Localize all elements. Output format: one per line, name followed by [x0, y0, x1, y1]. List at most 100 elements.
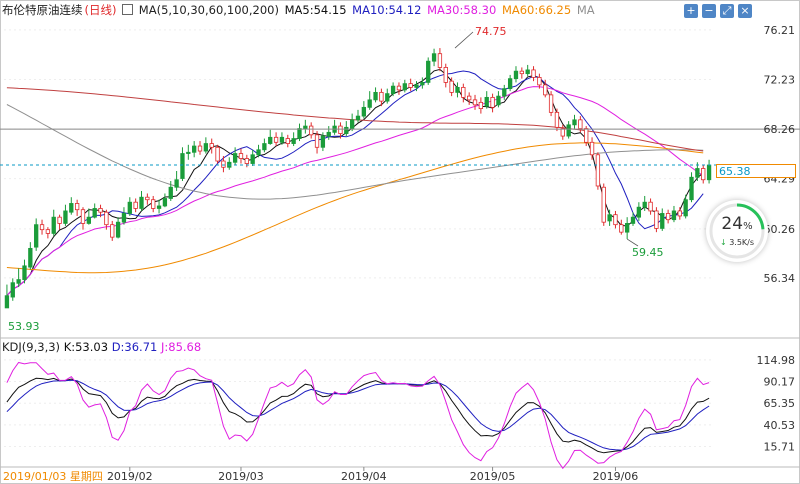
- candle-down: [256, 149, 261, 156]
- kdj-lines: [6, 361, 710, 470]
- candle-down: [326, 131, 331, 137]
- candle-down: [192, 145, 197, 153]
- candle-down: [630, 216, 636, 224]
- ma-line-ma100: [6, 104, 704, 200]
- candle-down: [496, 95, 501, 106]
- ma-line-ma10: [6, 70, 704, 297]
- candle-down: [507, 78, 513, 90]
- candle-up: [57, 216, 62, 224]
- kdj-j-value: J:85.68: [161, 340, 202, 354]
- kdj-grid: [4, 359, 712, 448]
- speed-rate-value: 3.5K/s: [729, 238, 755, 247]
- candle-down: [426, 60, 431, 83]
- candle-up: [601, 186, 606, 223]
- kdj-config-label[interactable]: KDJ(9,3,3): [2, 340, 61, 354]
- candle-down: [162, 198, 168, 207]
- ma-line-ma200: [6, 87, 704, 152]
- candle-down: [607, 214, 612, 222]
- kdj-tick-label: 40.53: [764, 419, 796, 432]
- candle-up: [244, 158, 249, 164]
- download-arrow-icon: ↓: [719, 238, 727, 247]
- candle-up: [519, 70, 524, 75]
- candle-up: [472, 99, 478, 106]
- candle-down: [16, 279, 21, 284]
- candle-down: [139, 196, 144, 209]
- candle-up: [338, 125, 343, 134]
- candle-down: [642, 201, 647, 208]
- candle-down: [625, 223, 630, 233]
- date-tick-label: 2019/03: [218, 470, 264, 483]
- candle-down: [174, 179, 179, 188]
- kdj-tick-label: 114.98: [757, 354, 796, 367]
- candle-up: [554, 111, 560, 128]
- candle-up: [45, 229, 51, 234]
- price-tick-label: 56.34: [764, 272, 796, 285]
- expand-icon[interactable]: ⤢: [720, 4, 734, 18]
- candle-down: [232, 153, 238, 163]
- date-tick-label: 2019/04: [341, 470, 387, 483]
- price-annotations: 74.75 53.93 59.45: [8, 25, 664, 333]
- candle-down: [69, 203, 74, 213]
- candle-up: [467, 95, 472, 101]
- candle-down: [10, 282, 15, 298]
- candle-up: [98, 208, 103, 213]
- candle-down: [34, 224, 39, 248]
- candle-up: [677, 210, 682, 217]
- candle-up: [314, 134, 320, 148]
- candle-up: [273, 136, 279, 143]
- candle-up: [478, 101, 484, 110]
- candle-up: [379, 91, 384, 102]
- low-june-pointer: [626, 238, 639, 247]
- candle-up: [595, 154, 601, 187]
- candle-up: [221, 160, 226, 168]
- ma10-value: MA10:54.12: [352, 3, 422, 17]
- close-icon[interactable]: ×: [738, 4, 752, 18]
- kdj-tick-label: 65.35: [764, 397, 796, 410]
- candle-down: [361, 106, 367, 117]
- high-price-label: 74.75: [475, 25, 507, 38]
- candle-up: [145, 196, 150, 201]
- candle-up: [701, 168, 706, 181]
- candle-down: [660, 213, 665, 229]
- candle-down: [92, 208, 97, 218]
- kdj-tick-label: 90.17: [764, 376, 796, 389]
- candle-up: [654, 210, 659, 229]
- speed-ring-icon: [709, 203, 765, 259]
- candle-down: [186, 151, 191, 154]
- candle-down: [455, 86, 460, 93]
- candle-up: [104, 211, 109, 226]
- candlestick-series: [4, 48, 712, 309]
- candle-down: [344, 126, 349, 134]
- network-speed-widget[interactable]: 24% ↓ 3.5K/s: [706, 200, 768, 262]
- candle-down: [86, 216, 91, 224]
- candle-up: [584, 128, 589, 143]
- candle-up: [490, 96, 495, 108]
- ma-config-label[interactable]: MA(5,10,30,60,100,200): [138, 3, 279, 17]
- candle-down: [127, 201, 132, 214]
- ma-line-ma30: [6, 86, 704, 297]
- speed-percent: 24%: [706, 214, 768, 234]
- candle-up: [408, 83, 413, 88]
- date-tick-label: 2019/05: [470, 470, 516, 483]
- candle-down: [367, 99, 372, 108]
- zoom-out-icon[interactable]: −: [702, 4, 716, 18]
- low-june-label: 59.45: [632, 246, 664, 259]
- candle-down: [250, 154, 255, 164]
- zoom-in-icon[interactable]: +: [684, 4, 698, 18]
- candle-up: [548, 94, 554, 113]
- axis-labels: 76.2172.2368.2664.2960.2656.34114.9890.1…: [3, 24, 795, 483]
- current-price-box: 65.38: [716, 164, 796, 178]
- candle-down: [385, 93, 390, 102]
- candle-up: [461, 86, 466, 98]
- ma-config-checkbox-icon[interactable]: [122, 4, 134, 15]
- candle-up: [537, 77, 542, 86]
- candle-down: [262, 143, 267, 151]
- candle-up: [531, 69, 536, 78]
- candle-down: [22, 265, 27, 280]
- kdj-d-value: D:36.71: [111, 340, 158, 354]
- candle-down: [572, 119, 577, 126]
- candle-down: [156, 205, 162, 209]
- candle-up: [589, 141, 595, 156]
- price-tick-label: 60.26: [764, 223, 796, 236]
- candle-up: [197, 145, 203, 152]
